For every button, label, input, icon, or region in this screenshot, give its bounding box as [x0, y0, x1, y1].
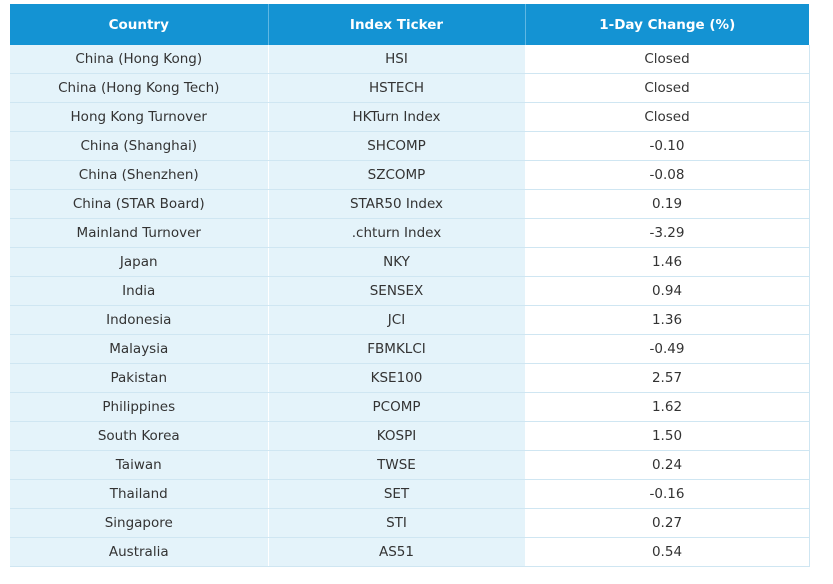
change-cell: 1.50 — [524, 421, 810, 451]
table-row: China (Shenzhen) SZCOMP -0.08 — [10, 160, 810, 190]
header-country: Country — [10, 4, 269, 45]
ticker-cell: FBMKLCI — [268, 334, 526, 364]
country-cell: Japan — [10, 247, 269, 277]
table-header: Country Index Ticker 1-Day Change (%) — [10, 4, 809, 45]
change-cell: 0.19 — [524, 189, 810, 219]
country-cell: Malaysia — [10, 334, 269, 364]
table-row: Japan NKY 1.46 — [10, 247, 810, 277]
ticker-cell: STAR50 Index — [268, 189, 526, 219]
table-body: China (Hong Kong) HSI Closed China (Hong Ko… — [10, 45, 810, 567]
table-row: Thailand SET -0.16 — [10, 479, 810, 509]
market-table-container: Country Index Ticker 1-Day Change (%) Ch… — [10, 4, 810, 567]
country-cell: Pakistan — [10, 363, 269, 393]
table-row: Malaysia FBMKLCI -0.49 — [10, 334, 810, 364]
change-cell: 2.57 — [524, 363, 810, 393]
ticker-cell: KSE100 — [268, 363, 526, 393]
country-cell: Hong Kong Turnover — [10, 102, 269, 132]
ticker-cell: AS51 — [268, 537, 526, 567]
ticker-cell: TWSE — [268, 450, 526, 480]
change-cell: 1.36 — [524, 305, 810, 335]
change-cell: Closed — [524, 73, 810, 103]
country-cell: South Korea — [10, 421, 269, 451]
change-cell: Closed — [524, 102, 810, 132]
ticker-cell: SET — [268, 479, 526, 509]
table-row: China (Shanghai) SHCOMP -0.10 — [10, 131, 810, 161]
ticker-cell: JCI — [268, 305, 526, 335]
country-cell: China (Shanghai) — [10, 131, 269, 161]
country-cell: Taiwan — [10, 450, 269, 480]
country-cell: Philippines — [10, 392, 269, 422]
change-cell: -0.10 — [524, 131, 810, 161]
country-cell: China (Hong Kong) — [10, 45, 269, 74]
ticker-cell: HKTurn Index — [268, 102, 526, 132]
table-row: China (Hong Kong Tech) HSTECH Closed — [10, 73, 810, 103]
change-cell: -3.29 — [524, 218, 810, 248]
table-row: Indonesia JCI 1.36 — [10, 305, 810, 335]
header-index-ticker: Index Ticker — [268, 4, 526, 45]
country-cell: Thailand — [10, 479, 269, 509]
table-row: India SENSEX 0.94 — [10, 276, 810, 306]
ticker-cell: PCOMP — [268, 392, 526, 422]
ticker-cell: NKY — [268, 247, 526, 277]
country-cell: China (STAR Board) — [10, 189, 269, 219]
change-cell: -0.08 — [524, 160, 810, 190]
ticker-cell: STI — [268, 508, 526, 538]
ticker-cell: SHCOMP — [268, 131, 526, 161]
ticker-cell: HSI — [268, 45, 526, 74]
ticker-cell: HSTECH — [268, 73, 526, 103]
table-row: China (Hong Kong) HSI Closed — [10, 45, 810, 74]
ticker-cell: SENSEX — [268, 276, 526, 306]
table-row: Hong Kong Turnover HKTurn Index Closed — [10, 102, 810, 132]
country-cell: India — [10, 276, 269, 306]
country-cell: Singapore — [10, 508, 269, 538]
country-cell: China (Shenzhen) — [10, 160, 269, 190]
change-cell: 1.46 — [524, 247, 810, 277]
change-cell: -0.49 — [524, 334, 810, 364]
table-row: Mainland Turnover .chturn Index -3.29 — [10, 218, 810, 248]
country-cell: China (Hong Kong Tech) — [10, 73, 269, 103]
change-cell: -0.16 — [524, 479, 810, 509]
country-cell: Indonesia — [10, 305, 269, 335]
table-row: Taiwan TWSE 0.24 — [10, 450, 810, 480]
table-row: Singapore STI 0.27 — [10, 508, 810, 538]
ticker-cell: .chturn Index — [268, 218, 526, 248]
ticker-cell: SZCOMP — [268, 160, 526, 190]
header-row: Country Index Ticker 1-Day Change (%) — [10, 4, 809, 45]
change-cell: 1.62 — [524, 392, 810, 422]
country-cell: Mainland Turnover — [10, 218, 269, 248]
change-cell: 0.27 — [524, 508, 810, 538]
change-cell: Closed — [524, 45, 810, 74]
header-1-day-change: 1-Day Change (%) — [525, 4, 809, 45]
table-row: China (STAR Board) STAR50 Index 0.19 — [10, 189, 810, 219]
table-row: Pakistan KSE100 2.57 — [10, 363, 810, 393]
table-row: Australia AS51 0.54 — [10, 537, 810, 567]
table-row: South Korea KOSPI 1.50 — [10, 421, 810, 451]
table-row: Philippines PCOMP 1.62 — [10, 392, 810, 422]
change-cell: 0.24 — [524, 450, 810, 480]
change-cell: 0.54 — [524, 537, 810, 567]
market-index-table: Country Index Ticker 1-Day Change (%) Ch… — [10, 4, 810, 567]
country-cell: Australia — [10, 537, 269, 567]
change-cell: 0.94 — [524, 276, 810, 306]
ticker-cell: KOSPI — [268, 421, 526, 451]
